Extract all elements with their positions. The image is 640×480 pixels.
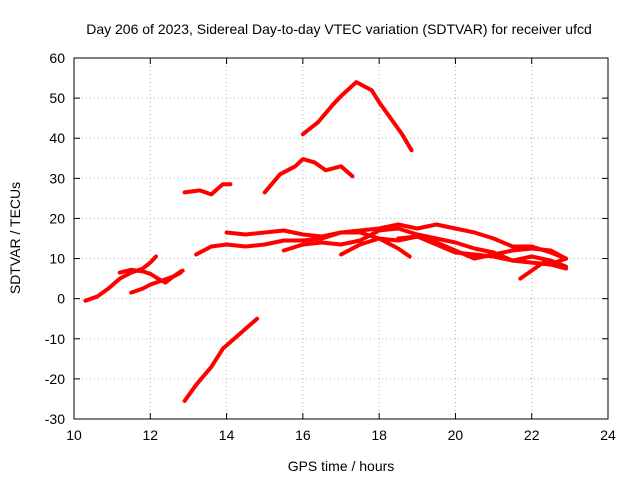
series-arc-1 xyxy=(83,254,158,303)
data-series xyxy=(83,80,568,403)
y-tick-label: 30 xyxy=(49,170,65,186)
series-arc-10 xyxy=(281,226,568,271)
series-arc-3 xyxy=(129,270,183,295)
series-arc-5 xyxy=(182,316,260,403)
x-tick-label: 24 xyxy=(600,427,616,443)
y-tick-label: -20 xyxy=(45,371,65,387)
x-tick-label: 20 xyxy=(448,427,464,443)
y-tick-label: 50 xyxy=(49,90,65,106)
x-tick-label: 12 xyxy=(142,427,158,443)
series-arc-7 xyxy=(224,222,568,261)
y-tick-label: 60 xyxy=(49,50,65,66)
series-arc-9 xyxy=(300,80,414,153)
x-tick-label: 18 xyxy=(371,427,387,443)
grid xyxy=(74,58,608,419)
series-arc-12 xyxy=(396,234,568,269)
chart-title: Day 206 of 2023, Sidereal Day-to-day VTE… xyxy=(86,21,592,37)
series-arc-8 xyxy=(262,157,355,195)
x-axis-label: GPS time / hours xyxy=(288,458,395,474)
x-tick-label: 10 xyxy=(66,427,82,443)
series-arc-4 xyxy=(182,182,233,197)
y-tick-label: -10 xyxy=(45,331,65,347)
y-tick-label: 10 xyxy=(49,251,65,267)
y-tick-label: 40 xyxy=(49,130,65,146)
series-arc-13 xyxy=(518,256,568,281)
y-tick-label: -30 xyxy=(45,411,65,427)
y-tick-label: 20 xyxy=(49,210,65,226)
x-tick-label: 14 xyxy=(219,427,235,443)
x-tick-label: 22 xyxy=(524,427,540,443)
y-axis-label: SDTVAR / TECUs xyxy=(7,182,23,294)
x-tick-label: 16 xyxy=(295,427,311,443)
y-tick-label: 0 xyxy=(57,291,65,307)
axis-ticks: 10 12 14 16 18 20 22 24 -30 -20 -10 0 10 20 30 40 50 60 xyxy=(45,50,616,443)
plot-frame xyxy=(73,57,609,420)
